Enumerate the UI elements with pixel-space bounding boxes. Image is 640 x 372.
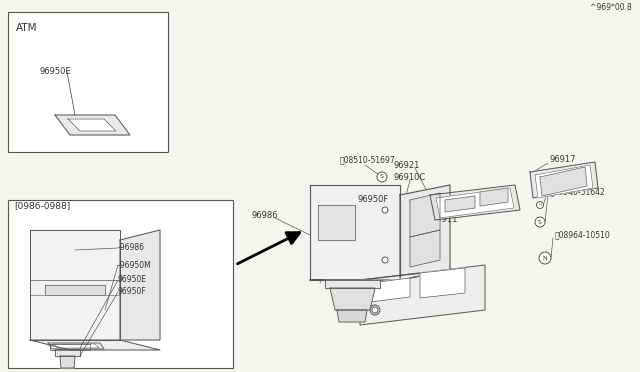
Circle shape bbox=[382, 257, 388, 263]
Polygon shape bbox=[360, 265, 485, 325]
Polygon shape bbox=[480, 188, 508, 206]
Polygon shape bbox=[60, 356, 75, 368]
Text: Ⓜ08964-10510: Ⓜ08964-10510 bbox=[555, 231, 611, 240]
Polygon shape bbox=[410, 193, 440, 237]
Circle shape bbox=[372, 307, 378, 313]
Circle shape bbox=[370, 305, 380, 315]
Polygon shape bbox=[337, 310, 367, 322]
Text: 96911: 96911 bbox=[432, 215, 458, 224]
Text: 96917: 96917 bbox=[550, 155, 577, 164]
Circle shape bbox=[536, 202, 543, 208]
Polygon shape bbox=[540, 167, 587, 196]
Polygon shape bbox=[325, 280, 380, 288]
Text: -96950M: -96950M bbox=[118, 260, 152, 269]
Bar bbox=[8, 200, 233, 368]
Polygon shape bbox=[400, 185, 450, 280]
Polygon shape bbox=[530, 162, 598, 198]
Text: 96950E: 96950E bbox=[118, 276, 147, 285]
Text: 96950F: 96950F bbox=[118, 288, 147, 296]
Circle shape bbox=[539, 252, 551, 264]
Circle shape bbox=[377, 172, 387, 182]
Polygon shape bbox=[410, 230, 440, 267]
Text: 96950F: 96950F bbox=[358, 196, 389, 205]
Circle shape bbox=[535, 217, 545, 227]
Polygon shape bbox=[370, 278, 410, 302]
Polygon shape bbox=[430, 185, 520, 220]
Text: S: S bbox=[538, 219, 542, 224]
Polygon shape bbox=[436, 188, 514, 218]
Polygon shape bbox=[330, 288, 375, 310]
Text: Ⓜ08510-51697: Ⓜ08510-51697 bbox=[340, 155, 396, 164]
Text: S: S bbox=[380, 174, 384, 180]
Polygon shape bbox=[50, 344, 90, 350]
Text: 96910C: 96910C bbox=[393, 173, 425, 183]
Polygon shape bbox=[318, 205, 355, 240]
Text: 96921: 96921 bbox=[393, 160, 419, 170]
Text: ATM: ATM bbox=[16, 23, 38, 33]
Polygon shape bbox=[30, 230, 120, 340]
Text: 96910H: 96910H bbox=[550, 170, 583, 180]
Text: Ⓜ08540-51642: Ⓜ08540-51642 bbox=[550, 187, 605, 196]
Polygon shape bbox=[535, 165, 593, 198]
Polygon shape bbox=[55, 115, 130, 135]
Polygon shape bbox=[30, 340, 160, 350]
Polygon shape bbox=[68, 119, 116, 131]
Text: 96950E: 96950E bbox=[40, 67, 72, 77]
Polygon shape bbox=[120, 230, 160, 340]
Text: N: N bbox=[543, 256, 547, 260]
Text: 96986: 96986 bbox=[252, 211, 278, 219]
Polygon shape bbox=[48, 343, 104, 349]
Polygon shape bbox=[54, 344, 99, 348]
Bar bbox=[8, 12, 168, 152]
Polygon shape bbox=[445, 196, 475, 212]
Polygon shape bbox=[45, 285, 105, 295]
Polygon shape bbox=[420, 268, 465, 298]
Text: [0986-0988]: [0986-0988] bbox=[14, 202, 70, 211]
Circle shape bbox=[382, 207, 388, 213]
Text: -96986: -96986 bbox=[118, 244, 145, 253]
Text: H: H bbox=[538, 203, 541, 207]
Polygon shape bbox=[310, 270, 450, 280]
Text: 96950E: 96950E bbox=[320, 211, 351, 219]
Polygon shape bbox=[310, 185, 400, 280]
Text: ^969*00 8: ^969*00 8 bbox=[590, 3, 632, 13]
Polygon shape bbox=[55, 349, 80, 356]
